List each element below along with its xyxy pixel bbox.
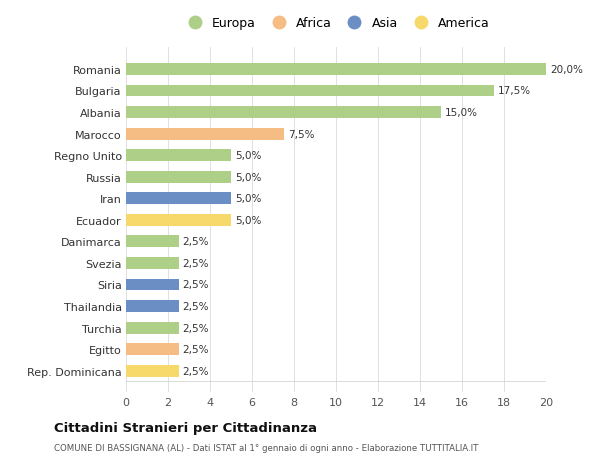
Bar (126, 129, 284, 140)
Text: 2,5%: 2,5% (182, 323, 209, 333)
Bar (126, 214, 231, 226)
Bar (126, 343, 179, 355)
Bar (126, 107, 441, 119)
Text: 5,0%: 5,0% (235, 151, 262, 161)
Legend: Europa, Africa, Asia, America: Europa, Africa, Asia, America (179, 15, 493, 33)
Text: 15,0%: 15,0% (445, 108, 478, 118)
Text: 17,5%: 17,5% (498, 86, 531, 96)
Text: 2,5%: 2,5% (182, 302, 209, 311)
Text: 7,5%: 7,5% (288, 129, 314, 139)
Text: 2,5%: 2,5% (182, 258, 209, 269)
Bar (126, 193, 231, 205)
Bar (126, 171, 231, 183)
Bar (126, 322, 179, 334)
Text: 5,0%: 5,0% (235, 172, 262, 182)
Text: 2,5%: 2,5% (182, 280, 209, 290)
Text: 5,0%: 5,0% (235, 215, 262, 225)
Bar (126, 150, 231, 162)
Text: 2,5%: 2,5% (182, 344, 209, 354)
Text: Cittadini Stranieri per Cittadinanza: Cittadini Stranieri per Cittadinanza (54, 421, 317, 434)
Bar (126, 85, 493, 97)
Text: COMUNE DI BASSIGNANA (AL) - Dati ISTAT al 1° gennaio di ogni anno - Elaborazione: COMUNE DI BASSIGNANA (AL) - Dati ISTAT a… (54, 443, 478, 452)
Bar (126, 279, 179, 291)
Bar (126, 236, 179, 248)
Text: 2,5%: 2,5% (182, 237, 209, 247)
Bar (126, 301, 179, 312)
Text: 5,0%: 5,0% (235, 194, 262, 204)
Text: 2,5%: 2,5% (182, 366, 209, 376)
Bar (126, 257, 179, 269)
Text: 20,0%: 20,0% (550, 65, 583, 75)
Bar (126, 365, 179, 377)
Bar (126, 64, 546, 76)
